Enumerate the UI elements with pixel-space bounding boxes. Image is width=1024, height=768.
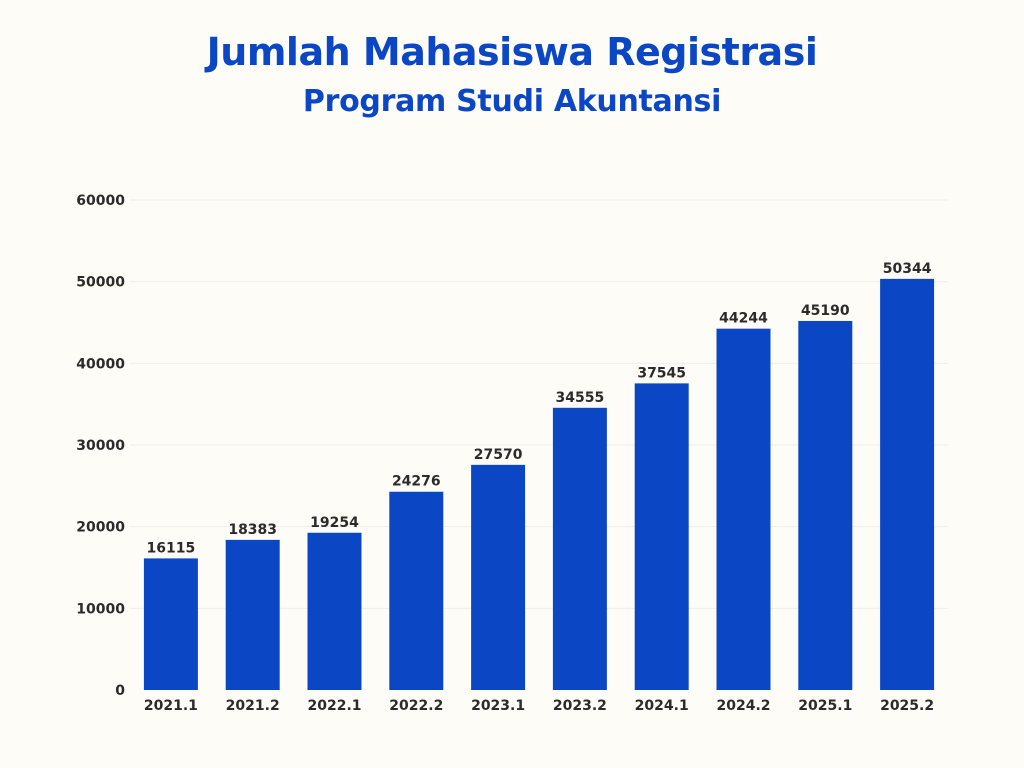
data-labels: 16115 18383 19254 24276 27570 34555 37545 44244… [147,261,932,557]
data-label: 44244 [719,311,768,327]
y-tick-label: 10000 [76,601,125,617]
y-tick-label: 0 [115,683,125,699]
x-tick-label: 2024.2 [716,698,770,714]
data-label: 50344 [883,261,932,277]
x-tick-label: 2024.1 [635,698,689,714]
data-label: 16115 [147,540,196,556]
x-tick-label: 2025.2 [880,698,934,714]
bar-2024.1 [634,383,689,690]
data-label: 45190 [801,303,850,319]
data-label: 19254 [310,515,359,531]
data-label: 24276 [392,474,441,490]
y-tick-label: 40000 [76,356,125,372]
bar-2021.1 [143,558,198,690]
x-tick-label: 2022.2 [389,698,443,714]
bars [143,278,935,690]
y-tick-label: 30000 [76,438,125,454]
bar-2024.2 [716,328,771,690]
bar-2021.2 [225,539,280,690]
y-tick-label: 60000 [76,193,125,209]
x-axis: 2021.1 2021.2 2022.1 2022.2 2023.1 2023.2 2024… [144,698,934,714]
bar-2022.2 [389,491,444,690]
data-label: 34555 [556,390,605,406]
y-tick-label: 50000 [76,275,125,291]
y-axis: 0 10000 20000 30000 40000 50000 60000 [76,193,125,699]
data-label: 18383 [228,522,277,538]
x-tick-label: 2023.2 [553,698,607,714]
x-tick-label: 2021.1 [144,698,198,714]
x-tick-label: 2025.1 [798,698,852,714]
x-tick-label: 2023.1 [471,698,525,714]
bar-2025.1 [798,320,853,690]
data-label: 27570 [474,447,523,463]
y-tick-label: 20000 [76,520,125,536]
x-tick-label: 2022.1 [307,698,361,714]
bar-2023.1 [471,464,526,690]
bar-2023.2 [552,407,607,690]
bar-2022.1 [307,532,362,690]
data-label: 37545 [637,365,686,381]
chart-subtitle: Program Studi Akuntansi [302,84,722,119]
chart-title: Jumlah Mahasiswa Registrasi [206,30,818,74]
x-tick-label: 2021.2 [226,698,280,714]
bar-2025.2 [880,278,935,690]
